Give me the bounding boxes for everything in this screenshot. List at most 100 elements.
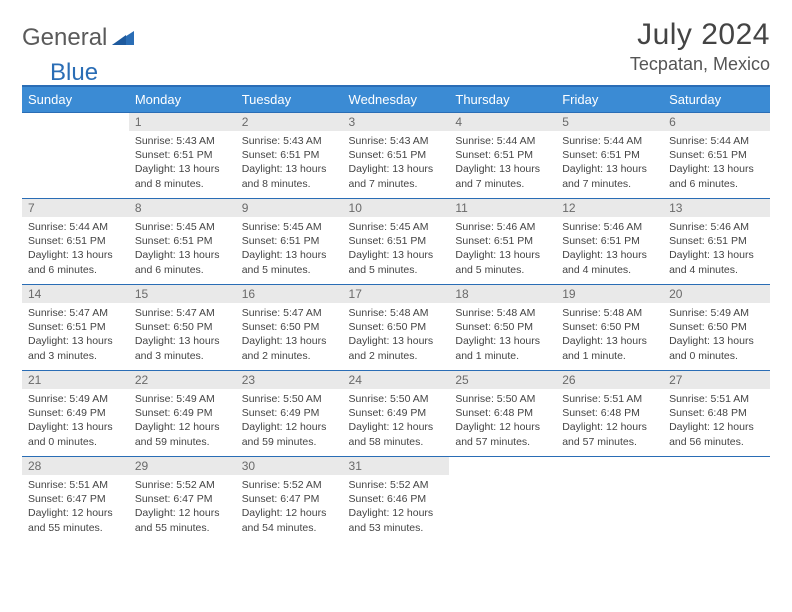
day-number: 24 xyxy=(343,371,450,389)
calendar-day-cell: 22Sunrise: 5:49 AMSunset: 6:49 PMDayligh… xyxy=(129,371,236,457)
calendar-day-cell: 4Sunrise: 5:44 AMSunset: 6:51 PMDaylight… xyxy=(449,113,556,199)
day-number: 21 xyxy=(22,371,129,389)
day-number: 22 xyxy=(129,371,236,389)
calendar-day-cell xyxy=(663,457,770,543)
day-info: Sunrise: 5:44 AMSunset: 6:51 PMDaylight:… xyxy=(449,131,556,194)
day-info: Sunrise: 5:45 AMSunset: 6:51 PMDaylight:… xyxy=(129,217,236,280)
day-number: 11 xyxy=(449,199,556,217)
calendar-day-cell: 28Sunrise: 5:51 AMSunset: 6:47 PMDayligh… xyxy=(22,457,129,543)
logo: General xyxy=(22,18,136,52)
calendar-day-cell: 30Sunrise: 5:52 AMSunset: 6:47 PMDayligh… xyxy=(236,457,343,543)
day-number: 19 xyxy=(556,285,663,303)
calendar-day-cell: 18Sunrise: 5:48 AMSunset: 6:50 PMDayligh… xyxy=(449,285,556,371)
day-info: Sunrise: 5:50 AMSunset: 6:49 PMDaylight:… xyxy=(343,389,450,452)
calendar-day-cell: 16Sunrise: 5:47 AMSunset: 6:50 PMDayligh… xyxy=(236,285,343,371)
calendar-week-row: 14Sunrise: 5:47 AMSunset: 6:51 PMDayligh… xyxy=(22,285,770,371)
month-title: July 2024 xyxy=(630,18,770,52)
calendar-day-cell: 19Sunrise: 5:48 AMSunset: 6:50 PMDayligh… xyxy=(556,285,663,371)
day-number: 13 xyxy=(663,199,770,217)
weekday-header-row: SundayMondayTuesdayWednesdayThursdayFrid… xyxy=(22,86,770,113)
calendar-day-cell: 10Sunrise: 5:45 AMSunset: 6:51 PMDayligh… xyxy=(343,199,450,285)
calendar-day-cell: 31Sunrise: 5:52 AMSunset: 6:46 PMDayligh… xyxy=(343,457,450,543)
day-info: Sunrise: 5:46 AMSunset: 6:51 PMDaylight:… xyxy=(556,217,663,280)
day-info: Sunrise: 5:47 AMSunset: 6:51 PMDaylight:… xyxy=(22,303,129,366)
calendar-day-cell: 11Sunrise: 5:46 AMSunset: 6:51 PMDayligh… xyxy=(449,199,556,285)
weekday-header: Saturday xyxy=(663,86,770,113)
day-info: Sunrise: 5:50 AMSunset: 6:49 PMDaylight:… xyxy=(236,389,343,452)
calendar-day-cell: 29Sunrise: 5:52 AMSunset: 6:47 PMDayligh… xyxy=(129,457,236,543)
day-info: Sunrise: 5:51 AMSunset: 6:48 PMDaylight:… xyxy=(556,389,663,452)
day-number: 1 xyxy=(129,113,236,131)
day-info: Sunrise: 5:50 AMSunset: 6:48 PMDaylight:… xyxy=(449,389,556,452)
calendar-day-cell: 26Sunrise: 5:51 AMSunset: 6:48 PMDayligh… xyxy=(556,371,663,457)
calendar-day-cell xyxy=(556,457,663,543)
day-info: Sunrise: 5:46 AMSunset: 6:51 PMDaylight:… xyxy=(663,217,770,280)
calendar-day-cell: 23Sunrise: 5:50 AMSunset: 6:49 PMDayligh… xyxy=(236,371,343,457)
day-info: Sunrise: 5:46 AMSunset: 6:51 PMDaylight:… xyxy=(449,217,556,280)
calendar-day-cell: 12Sunrise: 5:46 AMSunset: 6:51 PMDayligh… xyxy=(556,199,663,285)
day-info: Sunrise: 5:44 AMSunset: 6:51 PMDaylight:… xyxy=(663,131,770,194)
day-info: Sunrise: 5:45 AMSunset: 6:51 PMDaylight:… xyxy=(236,217,343,280)
day-info: Sunrise: 5:48 AMSunset: 6:50 PMDaylight:… xyxy=(556,303,663,366)
calendar-day-cell: 13Sunrise: 5:46 AMSunset: 6:51 PMDayligh… xyxy=(663,199,770,285)
day-number: 26 xyxy=(556,371,663,389)
calendar-day-cell: 14Sunrise: 5:47 AMSunset: 6:51 PMDayligh… xyxy=(22,285,129,371)
calendar-day-cell: 27Sunrise: 5:51 AMSunset: 6:48 PMDayligh… xyxy=(663,371,770,457)
calendar-day-cell: 17Sunrise: 5:48 AMSunset: 6:50 PMDayligh… xyxy=(343,285,450,371)
day-info: Sunrise: 5:47 AMSunset: 6:50 PMDaylight:… xyxy=(236,303,343,366)
day-number: 31 xyxy=(343,457,450,475)
calendar-day-cell: 7Sunrise: 5:44 AMSunset: 6:51 PMDaylight… xyxy=(22,199,129,285)
calendar-day-cell: 2Sunrise: 5:43 AMSunset: 6:51 PMDaylight… xyxy=(236,113,343,199)
calendar-body: 1Sunrise: 5:43 AMSunset: 6:51 PMDaylight… xyxy=(22,113,770,543)
calendar-day-cell xyxy=(449,457,556,543)
day-number: 15 xyxy=(129,285,236,303)
day-info: Sunrise: 5:52 AMSunset: 6:47 PMDaylight:… xyxy=(129,475,236,538)
day-number: 5 xyxy=(556,113,663,131)
calendar-day-cell: 20Sunrise: 5:49 AMSunset: 6:50 PMDayligh… xyxy=(663,285,770,371)
header: General July 2024 Tecpatan, Mexico xyxy=(22,18,770,75)
day-number: 20 xyxy=(663,285,770,303)
calendar-day-cell: 8Sunrise: 5:45 AMSunset: 6:51 PMDaylight… xyxy=(129,199,236,285)
day-number: 29 xyxy=(129,457,236,475)
calendar-week-row: 21Sunrise: 5:49 AMSunset: 6:49 PMDayligh… xyxy=(22,371,770,457)
day-number: 23 xyxy=(236,371,343,389)
weekday-header: Thursday xyxy=(449,86,556,113)
day-number: 27 xyxy=(663,371,770,389)
day-info: Sunrise: 5:48 AMSunset: 6:50 PMDaylight:… xyxy=(343,303,450,366)
weekday-header: Friday xyxy=(556,86,663,113)
calendar-day-cell: 9Sunrise: 5:45 AMSunset: 6:51 PMDaylight… xyxy=(236,199,343,285)
calendar-day-cell: 3Sunrise: 5:43 AMSunset: 6:51 PMDaylight… xyxy=(343,113,450,199)
logo-triangle-icon xyxy=(112,27,134,50)
day-info: Sunrise: 5:45 AMSunset: 6:51 PMDaylight:… xyxy=(343,217,450,280)
day-info: Sunrise: 5:48 AMSunset: 6:50 PMDaylight:… xyxy=(449,303,556,366)
calendar-day-cell xyxy=(22,113,129,199)
calendar-day-cell: 5Sunrise: 5:44 AMSunset: 6:51 PMDaylight… xyxy=(556,113,663,199)
day-number: 28 xyxy=(22,457,129,475)
logo-word-1: General xyxy=(22,24,107,52)
day-number: 3 xyxy=(343,113,450,131)
day-info: Sunrise: 5:52 AMSunset: 6:46 PMDaylight:… xyxy=(343,475,450,538)
day-number: 30 xyxy=(236,457,343,475)
day-info: Sunrise: 5:51 AMSunset: 6:47 PMDaylight:… xyxy=(22,475,129,538)
day-number: 17 xyxy=(343,285,450,303)
day-number: 8 xyxy=(129,199,236,217)
day-number: 18 xyxy=(449,285,556,303)
day-number: 2 xyxy=(236,113,343,131)
day-number: 9 xyxy=(236,199,343,217)
calendar-table: SundayMondayTuesdayWednesdayThursdayFrid… xyxy=(22,85,770,543)
day-number: 6 xyxy=(663,113,770,131)
day-info: Sunrise: 5:51 AMSunset: 6:48 PMDaylight:… xyxy=(663,389,770,452)
day-info: Sunrise: 5:43 AMSunset: 6:51 PMDaylight:… xyxy=(129,131,236,194)
title-block: July 2024 Tecpatan, Mexico xyxy=(630,18,770,75)
calendar-week-row: 1Sunrise: 5:43 AMSunset: 6:51 PMDaylight… xyxy=(22,113,770,199)
calendar-day-cell: 1Sunrise: 5:43 AMSunset: 6:51 PMDaylight… xyxy=(129,113,236,199)
day-info: Sunrise: 5:47 AMSunset: 6:50 PMDaylight:… xyxy=(129,303,236,366)
calendar-day-cell: 15Sunrise: 5:47 AMSunset: 6:50 PMDayligh… xyxy=(129,285,236,371)
weekday-header: Monday xyxy=(129,86,236,113)
day-number: 10 xyxy=(343,199,450,217)
calendar-week-row: 28Sunrise: 5:51 AMSunset: 6:47 PMDayligh… xyxy=(22,457,770,543)
day-info: Sunrise: 5:49 AMSunset: 6:49 PMDaylight:… xyxy=(22,389,129,452)
day-info: Sunrise: 5:44 AMSunset: 6:51 PMDaylight:… xyxy=(556,131,663,194)
logo-word-2: Blue xyxy=(50,59,98,87)
day-number: 12 xyxy=(556,199,663,217)
